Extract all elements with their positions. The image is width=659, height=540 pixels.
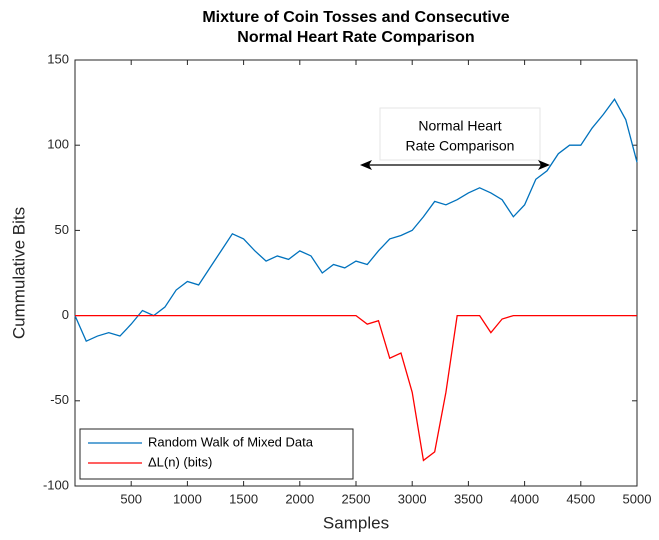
x-tick-label: 5000 <box>623 491 652 506</box>
chart-title: Normal Heart Rate Comparison <box>237 29 474 46</box>
plot-area <box>74 59 638 487</box>
series-line <box>75 314 637 462</box>
y-tick-label: 50 <box>55 222 69 237</box>
arrow-head <box>360 160 372 170</box>
annotation-text: Rate Comparison <box>406 138 515 154</box>
legend-box <box>79 428 354 480</box>
x-tick-label: 4500 <box>566 491 595 506</box>
series-line <box>74 97 638 343</box>
legend-label: ΔL(n) (bits) <box>148 454 212 469</box>
x-axis-label: Samples <box>323 513 389 532</box>
x-tick-label: 3500 <box>454 491 483 506</box>
y-tick-label: 100 <box>47 137 69 152</box>
x-tick-label: 3000 <box>398 491 427 506</box>
annotation-text: Normal Heart <box>418 118 501 134</box>
annotation-box <box>379 107 541 161</box>
x-tick-label: 500 <box>120 491 142 506</box>
x-tick-label: 2500 <box>342 491 371 506</box>
x-tick-label: 1000 <box>173 491 202 506</box>
x-tick-label: 4000 <box>510 491 539 506</box>
chart-title: Mixture of Coin Tosses and Consecutive <box>202 9 509 26</box>
y-tick-label: 150 <box>47 51 69 66</box>
arrow-head <box>538 160 550 170</box>
y-tick-label: -100 <box>43 477 69 492</box>
y-tick-label: 0 <box>62 307 69 322</box>
legend-label: Random Walk of Mixed Data <box>148 434 314 449</box>
x-tick-label: 1500 <box>229 491 258 506</box>
x-tick-label: 2000 <box>285 491 314 506</box>
y-axis-label: Cummulative Bits <box>9 207 28 339</box>
y-tick-label: -50 <box>50 392 69 407</box>
